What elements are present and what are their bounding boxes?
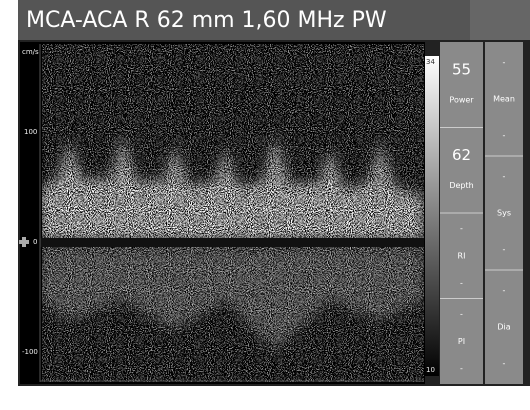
panel-label: Depth — [449, 181, 473, 190]
panel-top: - — [503, 58, 506, 67]
scale-min: 10 — [426, 366, 435, 374]
velocity-label: 0 — [33, 238, 37, 246]
panel-label: RI — [458, 251, 466, 260]
panel-top: - — [503, 172, 506, 181]
panel-label: Mean — [493, 95, 515, 104]
panel-top: - — [460, 309, 463, 318]
panel-value: 62 — [452, 146, 471, 164]
velocity-label: 100 — [24, 128, 37, 136]
panel-value: 55 — [452, 61, 471, 79]
panel-bottom: - — [503, 245, 506, 254]
panel-bottom: - — [503, 359, 506, 368]
velocity-unit: cm/s — [22, 48, 39, 56]
scale-max: 34 — [426, 58, 435, 66]
velocity-label: -100 — [22, 348, 38, 356]
panel-top: - — [460, 224, 463, 233]
panel-bottom: - — [503, 131, 506, 140]
panel-bottom: - — [460, 279, 463, 288]
header-corner — [470, 0, 530, 40]
gray-scale-bar — [425, 56, 439, 376]
panel-label: PI — [458, 337, 465, 346]
header-title: MCA-ACA R 62 mm 1,60 MHz PW — [26, 8, 387, 33]
panel-bottom: - — [460, 364, 463, 373]
panel-cells: 55 Power 62 Depth - RI - - PI - - Mean - - Sys - - Dia - — [440, 58, 523, 373]
panel-label: Sys — [497, 209, 511, 218]
panel-label: Power — [449, 96, 474, 105]
spectrogram-signal — [42, 44, 424, 382]
baseline — [40, 238, 424, 247]
baseline-marker — [19, 237, 29, 247]
panel-label: Dia — [497, 323, 510, 332]
header-bar — [18, 0, 530, 40]
panel-top: - — [503, 286, 506, 295]
panel-right — [485, 42, 523, 384]
